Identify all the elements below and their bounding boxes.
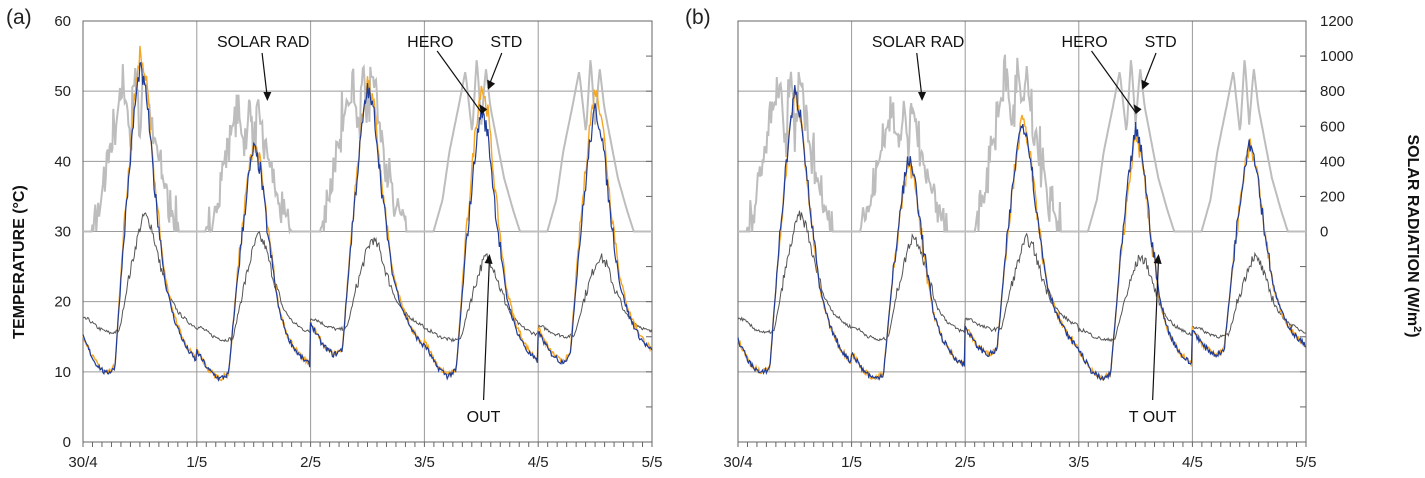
arrow-out [1152,256,1160,401]
left-axis-title: TEMPERATURE (°C) [11,185,28,339]
right-axis-title-end: ) [1404,332,1421,337]
y-tick-label: 10 [54,364,71,381]
x-tick-label: 2/5 [955,454,976,471]
arrow-hero [1091,50,1137,113]
y2-tick-label: 1200 [1320,13,1353,30]
panel-label: (a) [6,6,32,29]
arrow-hero [436,50,482,113]
series-hero [82,61,653,382]
arrowhead-out [484,254,493,265]
y-tick-label: 30 [54,224,71,241]
y-tick-label: 40 [54,153,71,170]
x-tick-label: 1/5 [841,454,862,471]
arrowhead-std [487,79,496,90]
right-axis-title: SOLAR RADIATION (W/m2) [1404,134,1423,337]
y-tick-label: 20 [54,294,71,311]
right-axis-title-sup: 2 [1411,326,1423,332]
series-t-out [82,212,653,343]
series-t-out [737,210,1307,343]
annotation-solar-rad: SOLAR RAD [872,34,964,51]
y2-tick-label: 400 [1320,153,1345,170]
y2-tick-label: 0 [1320,224,1328,241]
annotation-hero: HERO [1062,34,1108,51]
x-tick-label: 3/5 [414,454,435,471]
x-tick-label: 30/4 [723,454,752,471]
y2-tick-label: 1000 [1320,48,1353,65]
panel-label: (b) [685,6,711,29]
arrowhead-std [1141,79,1150,90]
y-tick-label: 0 [63,434,71,451]
x-tick-label: 3/5 [1068,454,1089,471]
annotation-out: OUT [467,409,501,426]
arrowhead-out [1153,254,1162,265]
x-tick-label: 4/5 [1182,454,1203,471]
series-solar-rad [83,60,652,235]
arrowhead-hero [479,104,488,115]
right-axis-title-main: SOLAR RADIATION (W/m [1404,134,1421,326]
x-tick-label: 2/5 [300,454,321,471]
arrow-solar-rad [261,52,268,99]
arrow-out [482,256,491,401]
arrowhead-solar-rad [263,92,272,101]
annotation-out: T OUT [1129,409,1177,426]
x-tick-label: 4/5 [528,454,549,471]
series-solar-rad [738,54,1306,233]
x-tick-label: 1/5 [186,454,207,471]
x-tick-label: 5/5 [642,454,663,471]
y-tick-label: 60 [54,13,71,30]
panel-b-chart: (b) 30/4 1/5 2/5 3/5 4/5 5/5 0 200 400 600 800 1000 1… [685,6,1353,471]
annotation-std: STD [1145,34,1177,51]
annotation-std: STD [490,34,522,51]
arrow-solar-rad [916,52,923,99]
x-tick-label: 30/4 [68,454,97,471]
arrowhead-hero [1133,104,1142,115]
y-tick-label: 50 [54,83,71,100]
y2-tick-label: 800 [1320,83,1345,100]
y2-tick-label: 600 [1320,118,1345,135]
annotation-solar-rad: SOLAR RAD [217,34,309,51]
arrowhead-solar-rad [918,92,927,101]
panel-a-chart: (a) 0 10 20 30 40 50 60 30/4 1/5 2/5 3/5 4/5 5/5 SOLAR… [6,6,662,471]
series-hero [737,84,1307,382]
y2-tick-label: 200 [1320,188,1345,205]
annotation-hero: HERO [407,34,453,51]
x-tick-label: 5/5 [1296,454,1317,471]
